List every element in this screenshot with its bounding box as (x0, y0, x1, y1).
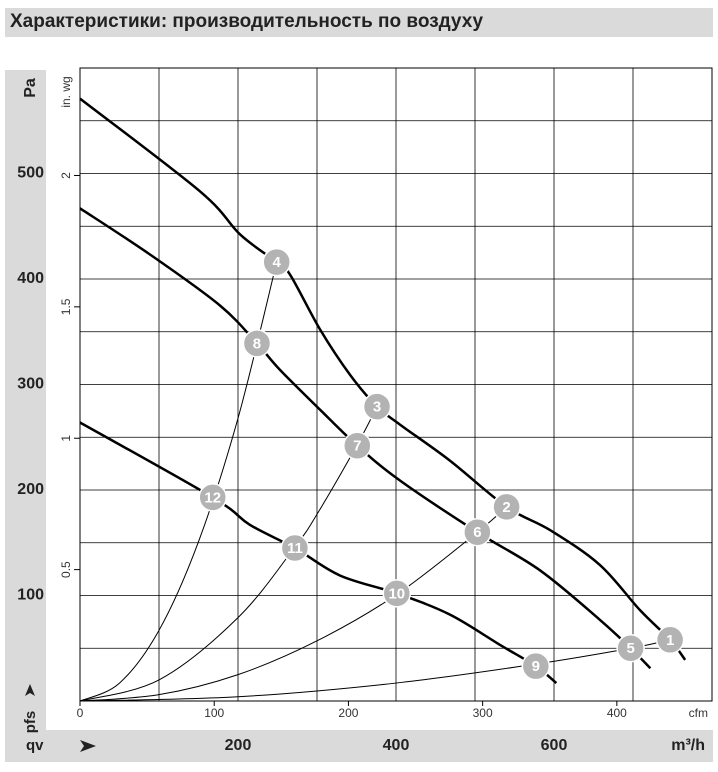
y-unit: Pa (22, 78, 39, 98)
x2-tick-label: 400 (607, 706, 627, 720)
operating-point (521, 651, 551, 681)
operating-point-label: 2 (502, 499, 510, 516)
y-axis-band (5, 70, 46, 762)
y2-tick-label: 0.5 (59, 561, 73, 578)
operating-point (280, 533, 310, 563)
operating-point (343, 431, 372, 460)
y2-tick-label: 1.5 (59, 298, 73, 315)
y-tick-label: 300 (17, 376, 44, 393)
y-tick-label: 200 (17, 481, 44, 498)
y-arrow (25, 684, 35, 696)
curve (79, 639, 671, 702)
operating-point-label: 10 (388, 585, 405, 602)
x-unit: m³/h (671, 737, 705, 754)
x-tick-label: 600 (541, 737, 568, 754)
operating-point (463, 517, 492, 547)
operating-point-label: 9 (532, 658, 540, 675)
x-label: qv (26, 737, 44, 754)
y2-tick-label: 2 (59, 172, 73, 179)
operating-point (198, 483, 227, 512)
x-tick-label: 200 (225, 737, 252, 754)
operating-point-label: 1 (666, 632, 674, 649)
x2-tick-label: 300 (473, 706, 493, 720)
x-tick-label: 400 (383, 737, 410, 754)
y-label: pfs (22, 711, 39, 734)
y-tick-label: 400 (17, 270, 44, 287)
curve (79, 97, 687, 661)
operating-point (362, 392, 392, 421)
x2-tick-label: 100 (204, 706, 224, 720)
operating-point (262, 247, 291, 277)
x-arrow (80, 740, 96, 752)
operating-point (616, 634, 645, 663)
curve (79, 261, 278, 702)
y-tick-label: 100 (17, 587, 44, 604)
x2-unit: cfm (689, 706, 708, 720)
y2-tick-label: 1 (59, 435, 73, 442)
operating-point (655, 625, 685, 655)
x-axis-band (5, 730, 713, 762)
operating-point (382, 579, 412, 608)
operating-point-label: 5 (626, 640, 634, 657)
operating-point-label: 3 (373, 399, 381, 416)
operating-point-label: 7 (353, 438, 361, 455)
x2-tick-label: 0 (77, 706, 84, 720)
y-tick-label: 500 (17, 165, 44, 182)
title-band (5, 8, 713, 37)
operating-point (492, 492, 521, 522)
operating-point-label: 12 (204, 489, 221, 506)
operating-point-label: 4 (273, 254, 282, 271)
x2-tick-label: 200 (338, 706, 358, 720)
operating-point-label: 6 (473, 524, 481, 541)
operating-point-label: 11 (287, 540, 303, 557)
plot-frame (79, 67, 713, 702)
operating-point (242, 329, 272, 358)
operating-point-label: 8 (253, 335, 261, 352)
y2-unit: in. wg (59, 76, 73, 107)
chart-title: Характеристики: производительность по во… (10, 11, 484, 32)
